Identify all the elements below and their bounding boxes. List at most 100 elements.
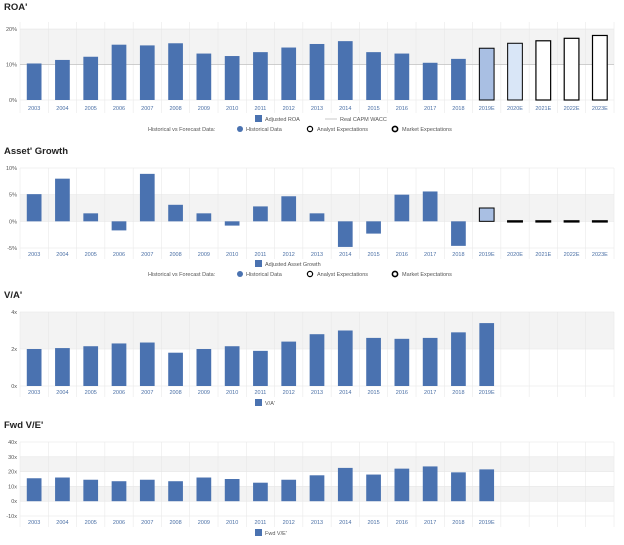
y-tick-label: 20% <box>6 27 17 33</box>
bar-2011 <box>253 52 268 100</box>
bar-2006 <box>111 44 127 100</box>
x-tick-label: 2009 <box>198 106 210 112</box>
chart-roa: 0% 10% 20% 2003 2004 2005 2006 2007 2008 2009 2010… <box>6 22 615 133</box>
legend-historical: Historical Data <box>246 127 283 133</box>
y-tick-label: -10x <box>6 514 17 520</box>
bar-2017 <box>422 191 438 222</box>
x-tick-label: 2006 <box>113 390 125 396</box>
bar-2015 <box>366 474 381 502</box>
x-tick-label: 2013 <box>311 520 323 526</box>
x-tick-label: 2023E <box>592 252 608 258</box>
x-tick-label: 2011 <box>255 252 267 258</box>
bar-2004 <box>55 59 70 100</box>
bar-2018 <box>451 472 466 502</box>
x-tick-label: 2010 <box>226 252 238 258</box>
bar-2006 <box>111 221 127 231</box>
bar-2017 <box>422 337 438 386</box>
bar-2008 <box>168 352 183 386</box>
bar-2013 <box>309 43 325 100</box>
bar-2007 <box>139 479 155 502</box>
bar-2019E <box>478 207 495 222</box>
bar-2014 <box>337 330 353 386</box>
bar-2020E <box>507 42 523 101</box>
forecast-legend-caption: Historical vs Forecast Data: <box>148 272 216 278</box>
bar-2008 <box>168 204 183 222</box>
x-tick-label: 2019E <box>479 252 495 258</box>
bar-2003 <box>26 63 42 100</box>
y-tick-label: -5% <box>7 246 17 252</box>
bar-2019E <box>479 323 495 386</box>
legend-analyst-marker <box>306 125 314 133</box>
x-tick-label: 2003 <box>28 252 40 258</box>
bar-2009 <box>196 477 212 502</box>
y-tick-label: 0% <box>9 219 17 225</box>
x-tick-label: 2004 <box>56 252 68 258</box>
y-tick-label: 20x <box>8 470 17 476</box>
bar-2017 <box>422 62 438 100</box>
x-tick-label: 2011 <box>255 390 267 396</box>
x-tick-label: 2006 <box>113 252 125 258</box>
y-tick-label: 30x <box>8 455 17 461</box>
legend-label: Adjusted ROA <box>265 117 300 123</box>
x-tick-label: 2012 <box>283 252 295 258</box>
x-tick-label: 2020E <box>507 252 523 258</box>
x-tick-label: 2009 <box>198 252 210 258</box>
bar-2019E <box>478 47 495 101</box>
x-tick-label: 2009 <box>198 390 210 396</box>
bar-2020E <box>507 220 523 223</box>
x-tick-label: 2023E <box>592 106 608 112</box>
x-tick-label: 2016 <box>396 520 408 526</box>
x-tick-label: 2015 <box>367 106 379 112</box>
bar-2007 <box>139 173 155 222</box>
x-tick-label: 2004 <box>56 390 68 396</box>
x-tick-label: 2003 <box>28 520 40 526</box>
x-tick-label: 2012 <box>283 390 295 396</box>
x-tick-label: 2016 <box>396 252 408 258</box>
bar-2016 <box>394 53 410 100</box>
x-tick-label: 2007 <box>141 106 153 112</box>
legend-market: Market Expectations <box>402 127 452 133</box>
x-tick-label: 2020E <box>507 106 523 112</box>
bar-2018 <box>451 332 466 386</box>
y-tick-label: 0x <box>11 499 17 505</box>
x-tick-label: 2013 <box>311 252 323 258</box>
bar-2015 <box>366 52 381 100</box>
x-tick-label: 2019E <box>479 390 495 396</box>
legend-historical-marker <box>237 126 243 132</box>
bar-2004 <box>55 178 70 222</box>
chart-asset-growth: -5% 0% 5% 10% 2003 2004 2005 2006 2007 2008 2009 20… <box>6 166 615 278</box>
x-tick-label: 2007 <box>141 252 153 258</box>
x-tick-label: 2008 <box>169 252 181 258</box>
bar-2023E <box>591 220 608 223</box>
bar-2014 <box>337 41 353 100</box>
panel-title-va: V/A' <box>4 290 23 301</box>
x-tick-label: 2008 <box>169 390 181 396</box>
x-tick-label: 2011 <box>255 520 267 526</box>
bar-2016 <box>394 194 410 222</box>
x-tick-label: 2018 <box>452 106 464 112</box>
legend-swatch <box>255 260 262 267</box>
legend-analyst: Analyst Expectations <box>317 127 368 133</box>
bar-2006 <box>111 343 127 386</box>
bar-2012 <box>281 341 297 386</box>
bar-2011 <box>253 482 268 502</box>
legend-analyst: Analyst Expectations <box>317 272 368 278</box>
x-tick-label: 2017 <box>424 106 436 112</box>
x-tick-label: 2007 <box>141 520 153 526</box>
bar-2004 <box>55 348 70 386</box>
x-tick-label: 2022E <box>564 106 580 112</box>
x-tick-label: 2005 <box>85 390 97 396</box>
x-tick-label: 2009 <box>198 520 210 526</box>
bar-2013 <box>309 213 325 222</box>
x-tick-label: 2013 <box>311 106 323 112</box>
x-tick-label: 2014 <box>339 390 351 396</box>
x-tick-label: 2004 <box>56 106 68 112</box>
bar-2010 <box>224 479 240 502</box>
x-tick-label: 2006 <box>113 520 125 526</box>
bar-2013 <box>309 475 325 502</box>
x-tick-label: 2017 <box>424 252 436 258</box>
bar-2015 <box>366 337 381 386</box>
bar-2007 <box>139 342 155 386</box>
x-tick-label: 2015 <box>367 520 379 526</box>
bar-2021E <box>535 220 552 223</box>
